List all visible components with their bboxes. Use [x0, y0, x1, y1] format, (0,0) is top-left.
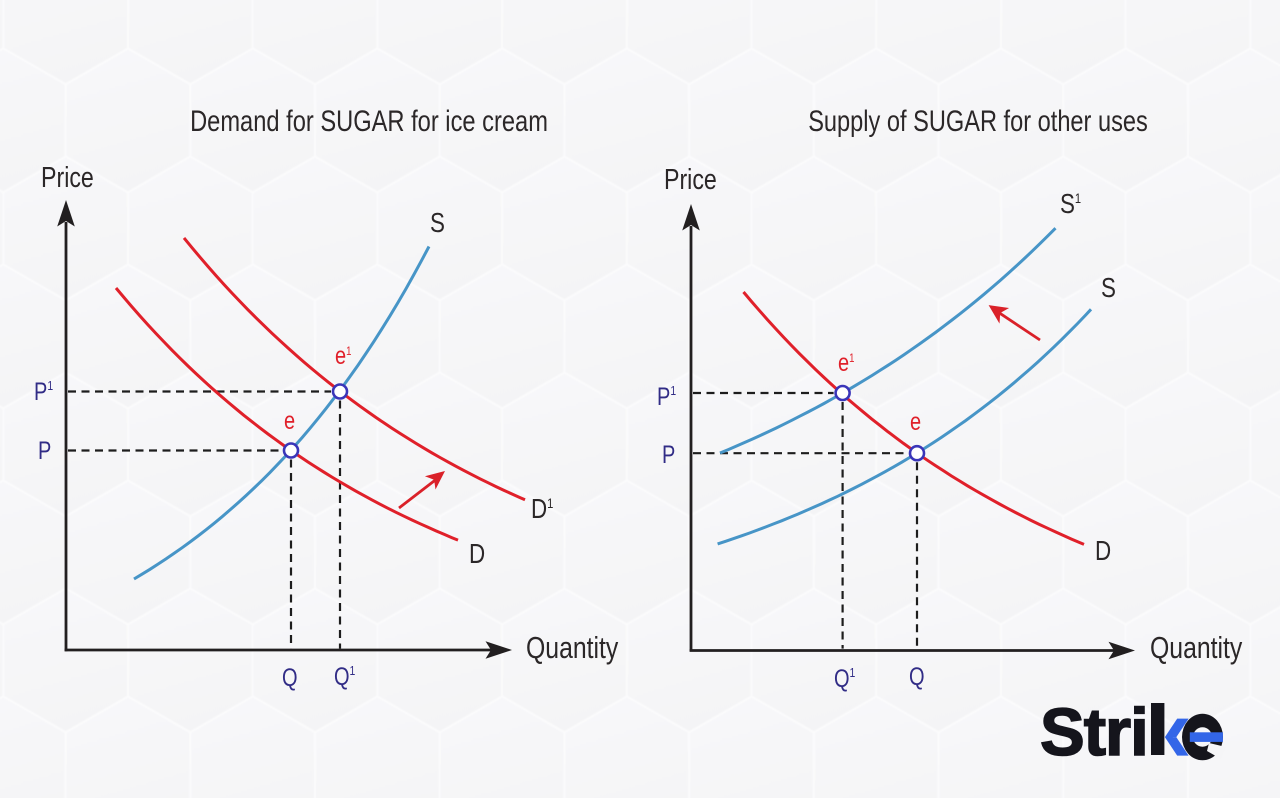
svg-text:Price: Price [41, 160, 94, 193]
svg-text:Q: Q [909, 663, 925, 691]
svg-text:D: D [469, 539, 485, 570]
svg-text:Quantity: Quantity [1150, 630, 1242, 664]
svg-text:Price: Price [664, 162, 717, 195]
svg-text:Quantity: Quantity [526, 630, 618, 664]
svg-text:P: P [662, 441, 675, 469]
svg-text:Q: Q [282, 664, 298, 692]
svg-text:Demand for SUGAR for ice cream: Demand for SUGAR for ice cream [190, 104, 548, 137]
svg-text:Stri: Stri [1040, 695, 1148, 770]
svg-text:D: D [1095, 536, 1111, 567]
svg-text:Supply of SUGAR for other uses: Supply of SUGAR for other uses [808, 104, 1148, 137]
svg-text:S: S [1101, 273, 1116, 304]
svg-text:e: e [284, 407, 295, 435]
svg-text:P: P [38, 437, 51, 465]
svg-text:e: e [910, 408, 921, 436]
svg-text:S: S [430, 208, 445, 239]
